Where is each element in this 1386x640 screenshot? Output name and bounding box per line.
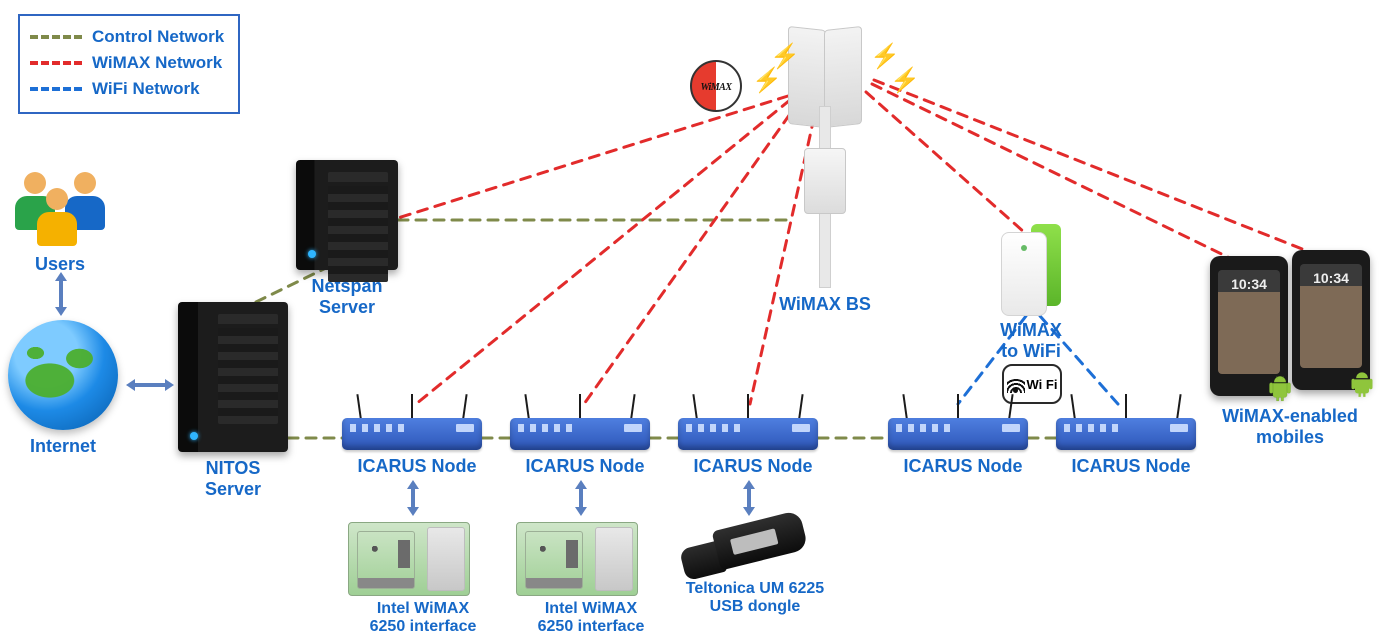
nitos-label: NITOS Server: [178, 458, 288, 499]
legend-label: WiFi Network: [92, 79, 200, 99]
server-icon: [296, 160, 398, 270]
server-icon: [178, 302, 288, 452]
double-arrow-users-internet: [52, 272, 70, 316]
wtw-label: WiMAX to WiFi: [995, 320, 1067, 361]
icarus-label: ICARUS Node: [678, 456, 828, 477]
icarus-node: ICARUS Node: [1056, 400, 1206, 477]
mobiles-node: WiMAX-enabled mobiles: [1210, 250, 1370, 447]
edge-bs-icarus1: [584, 100, 800, 404]
icarus-node: ICARUS Node: [888, 400, 1038, 477]
legend-label: Control Network: [92, 27, 224, 47]
router-icon: [1056, 400, 1196, 450]
legend-row-wimax: WiMAX Network: [30, 50, 224, 76]
internet-label: Internet: [8, 436, 118, 457]
edge-bs-icarus0: [416, 100, 790, 404]
router-icon: [678, 400, 818, 450]
intel-card-node: Intel WiMAX 6250 interface: [516, 522, 666, 637]
users-node: Users: [15, 168, 105, 275]
legend-label: WiMAX Network: [92, 53, 222, 73]
bs-label: WiMAX BS: [770, 294, 880, 315]
android-icon: [1266, 374, 1294, 402]
double-arrow-icarus1-card1: [572, 480, 590, 516]
edge-bs-netspan: [398, 96, 788, 218]
icarus-label: ICARUS Node: [342, 456, 492, 477]
bolt-icon: ⚡: [770, 42, 800, 71]
icarus-label: ICARUS Node: [888, 456, 1038, 477]
icarus-node: ICARUS Node: [342, 400, 492, 477]
wimax-to-wifi-icon: [995, 224, 1067, 314]
mobiles-label: WiMAX-enabled mobiles: [1210, 406, 1370, 447]
double-arrow-icarus2-dongle: [740, 480, 758, 516]
icarus-node: ICARUS Node: [510, 400, 660, 477]
wimax-bs-node: WiMAX BS: [770, 28, 880, 315]
minipci-card-icon: [516, 522, 638, 596]
wimax-to-wifi-node: WiMAX to WiFi: [995, 224, 1067, 361]
double-arrow-icarus0-card0: [404, 480, 422, 516]
netspan-label: Netspan Server: [296, 276, 398, 317]
peripheral-label: Intel WiMAX 6250 interface: [348, 600, 498, 637]
minipci-card-icon: [348, 522, 470, 596]
legend-row-control: Control Network: [30, 24, 224, 50]
globe-icon: [8, 320, 118, 430]
wimax-logo: WiMAX: [690, 60, 738, 112]
wifi-badge-text: Wi Fi: [1027, 377, 1058, 392]
android-icon: [1348, 370, 1376, 398]
edge-bs-phoneB: [874, 80, 1320, 256]
intel-card-node: Intel WiMAX 6250 interface: [348, 522, 498, 637]
wimax-badge-icon: WiMAX: [690, 60, 742, 112]
icarus-label: ICARUS Node: [510, 456, 660, 477]
double-arrow-internet-nitos: [126, 376, 174, 394]
router-icon: [342, 400, 482, 450]
phones-icon: [1210, 250, 1370, 400]
legend-row-wifi: WiFi Network: [30, 76, 224, 102]
nitos-server-node: NITOS Server: [178, 302, 288, 499]
wimax-badge-text: WiMAX: [700, 82, 731, 93]
peripheral-label: Intel WiMAX 6250 interface: [516, 600, 666, 637]
bolt-icon: ⚡: [890, 66, 920, 95]
icarus-node: ICARUS Node: [678, 400, 828, 477]
legend: Control Network WiMAX Network WiFi Netwo…: [18, 14, 240, 114]
icarus-label: ICARUS Node: [1056, 456, 1206, 477]
router-icon: [510, 400, 650, 450]
internet-node: Internet: [8, 320, 118, 457]
netspan-server-node: Netspan Server: [296, 160, 398, 317]
diagram-stage: Control Network WiMAX Network WiFi Netwo…: [0, 0, 1386, 640]
legend-swatch: [30, 35, 82, 39]
legend-swatch: [30, 61, 82, 65]
users-icon: [15, 168, 105, 248]
edge-bs-wtw: [866, 92, 1024, 232]
router-icon: [888, 400, 1028, 450]
usb-dongle-node: Teltonica UM 6225 USB dongle: [680, 516, 830, 617]
legend-swatch: [30, 87, 82, 91]
